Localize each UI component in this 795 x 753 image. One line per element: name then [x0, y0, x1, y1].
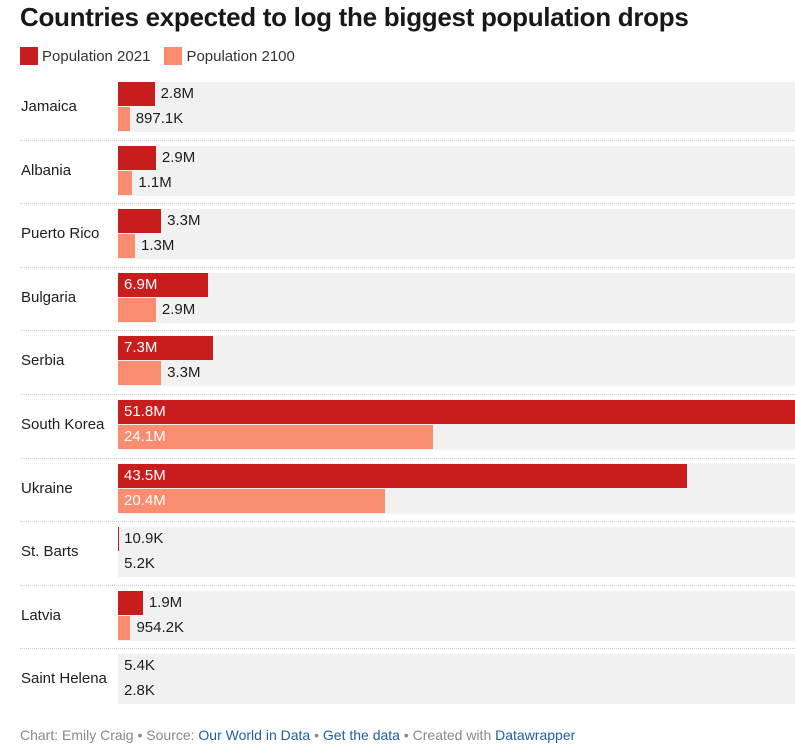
- bar-serbia-2100: [118, 361, 162, 386]
- footer-separator: •: [314, 727, 319, 743]
- bar-albania-2021: [118, 145, 156, 170]
- row-separator: [20, 457, 795, 459]
- category-label-ukraine: Ukraine: [21, 479, 73, 497]
- bar-puerto-rico-2021: [118, 209, 162, 234]
- value-label-albania-2100: 1.1M: [138, 173, 172, 191]
- bar-bulgaria-2100: [118, 297, 156, 322]
- footer-separator: •: [137, 727, 143, 743]
- legend-item-2021: Population 2021: [20, 47, 150, 65]
- bar-track-latvia: [118, 590, 795, 641]
- bar-south-korea-2021: [118, 400, 795, 424]
- bar-albania-2100: [118, 170, 133, 195]
- legend-label-2021: Population 2021: [42, 47, 151, 65]
- bar-track-st-barts: [118, 527, 795, 578]
- footer-separator: •: [403, 727, 409, 743]
- chart-title: Countries expected to log the biggest po…: [20, 2, 689, 32]
- bar-track-saint-helena: [118, 654, 795, 705]
- category-label-serbia: Serbia: [21, 352, 65, 370]
- bar-track-bulgaria: [118, 272, 795, 323]
- row-separator: [20, 266, 795, 268]
- bar-jamaica-2021: [118, 82, 155, 106]
- bar-chart: Jamaica 2.8M 897.1K Albania 2.9M 1.1M Puerto R…: [0, 76, 795, 716]
- bar-track-albania: [118, 145, 795, 196]
- value-label-saint-helena-2021: 5.4K: [124, 657, 155, 675]
- bar-track-serbia: [118, 336, 795, 387]
- category-label-south-korea: South Korea: [21, 416, 105, 433]
- value-label-st-barts-2021: 10.9K: [124, 530, 164, 548]
- category-label-bulgaria: Bulgaria: [21, 288, 77, 306]
- row-separator: [20, 584, 795, 586]
- category-label-albania: Albania: [21, 161, 72, 179]
- legend: Population 2021 Population 2100: [20, 47, 309, 65]
- legend-label-2100: Population 2100: [186, 47, 295, 65]
- bar-ukraine-2100: [118, 488, 385, 513]
- row-separator: [20, 139, 795, 141]
- value-label-jamaica-2021: 2.8M: [160, 85, 194, 102]
- bar-bulgaria-2021: [118, 272, 209, 297]
- bar-latvia-2021: [118, 590, 143, 615]
- category-label-saint-helena: Saint Helena: [21, 670, 107, 688]
- category-label-latvia: Latvia: [21, 606, 62, 624]
- value-label-saint-helena-2100: 2.8K: [124, 682, 155, 700]
- bar-latvia-2100: [118, 615, 131, 640]
- row-separator: [20, 330, 795, 332]
- category-label-st-barts: St. Barts: [21, 543, 79, 561]
- value-label-serbia-2100: 3.3M: [167, 364, 201, 382]
- legend-swatch-2021: [20, 47, 38, 65]
- value-label-albania-2021: 2.9M: [161, 148, 196, 166]
- footer-created-prefix: Created with: [412, 727, 492, 743]
- row-separator: [20, 394, 795, 395]
- chart-footer: Chart: Emily Craig • Source: Our World i…: [20, 727, 575, 743]
- value-label-puerto-rico-2021: 3.3M: [167, 212, 201, 230]
- value-label-south-korea-2021: 51.8M: [124, 403, 166, 420]
- value-label-latvia-2100: 954.2K: [136, 618, 185, 636]
- row-separator: [20, 648, 795, 650]
- row-separator: [20, 521, 795, 523]
- value-label-latvia-2021: 1.9M: [148, 593, 183, 611]
- category-label-puerto-rico: Puerto Rico: [21, 225, 100, 243]
- value-label-puerto-rico-2100: 1.3M: [140, 237, 175, 255]
- bar-jamaica-2100: [118, 107, 130, 131]
- bar-ukraine-2021: [118, 463, 687, 488]
- value-label-ukraine-2100: 20.4M: [124, 491, 166, 509]
- source-link[interactable]: Our World in Data: [198, 727, 311, 743]
- bar-puerto-rico-2100: [118, 234, 135, 259]
- bar-track-jamaica: [118, 82, 795, 132]
- bar-track-puerto-rico: [118, 209, 795, 260]
- get-data-link[interactable]: Get the data: [322, 727, 400, 743]
- value-label-serbia-2021: 7.3M: [124, 339, 158, 357]
- datawrapper-link[interactable]: Datawrapper: [495, 727, 576, 743]
- bar-serbia-2021: [118, 336, 214, 361]
- row-separator: [20, 203, 795, 205]
- value-label-bulgaria-2021: 6.9M: [124, 275, 158, 293]
- footer-source-prefix: Source:: [146, 727, 195, 743]
- value-label-ukraine-2021: 43.5M: [124, 466, 166, 484]
- value-label-st-barts-2100: 5.2K: [124, 555, 155, 573]
- legend-swatch-2100: [164, 47, 183, 65]
- bar-south-korea-2100: [118, 425, 433, 449]
- category-label-jamaica: Jamaica: [21, 98, 77, 115]
- legend-item-2100: Population 2100: [164, 47, 295, 65]
- value-label-jamaica-2100: 897.1K: [135, 110, 184, 127]
- footer-credit: Chart: Emily Craig: [20, 727, 134, 743]
- value-label-south-korea-2100: 24.1M: [124, 428, 166, 445]
- value-label-bulgaria-2100: 2.9M: [161, 300, 196, 318]
